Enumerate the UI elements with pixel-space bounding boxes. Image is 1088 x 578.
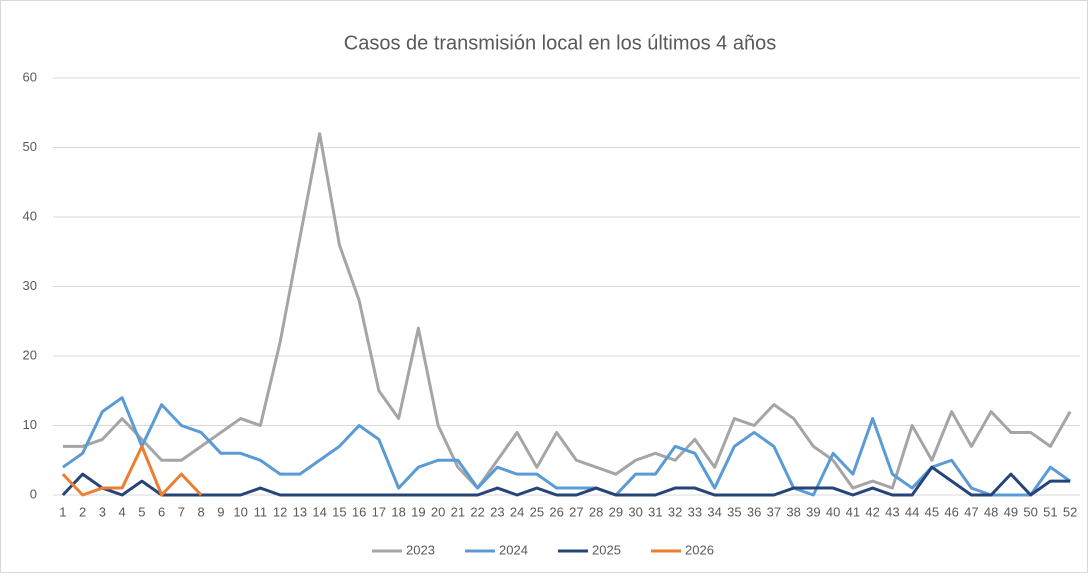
x-tick-label: 36 [747,504,761,519]
x-tick-label: 47 [964,504,978,519]
x-tick-label: 31 [648,504,662,519]
x-tick-label: 10 [233,504,247,519]
series-line [61,444,203,497]
x-tick-label: 5 [138,504,145,519]
x-tick-label: 26 [549,504,563,519]
x-tick-label: 32 [668,504,682,519]
x-tick-label: 20 [431,504,445,519]
y-tick-label: 60 [23,69,37,84]
x-tick-label: 8 [198,504,205,519]
y-tick-label: 20 [23,347,37,362]
x-tick-label: 50 [1023,504,1037,519]
x-tick-label: 23 [490,504,504,519]
x-tick-label: 2 [79,504,86,519]
x-tick-label: 52 [1063,504,1077,519]
x-tick-label: 39 [806,504,820,519]
x-tick-label: 17 [372,504,386,519]
x-tick-label: 4 [119,504,126,519]
x-tick-label: 35 [727,504,741,519]
x-tick-label: 46 [944,504,958,519]
x-tick-label: 42 [865,504,879,519]
x-tick-label: 29 [609,504,623,519]
chart-title: Casos de transmisión local en los último… [344,32,776,54]
x-tick-label: 43 [885,504,899,519]
x-tick-label: 41 [846,504,860,519]
y-tick-label: 40 [23,208,37,223]
x-tick-label: 11 [254,504,268,519]
x-tick-label: 6 [158,504,165,519]
x-tick-label: 40 [826,504,840,519]
x-tick-label: 24 [510,504,524,519]
x-tick-label: 15 [332,504,346,519]
x-tick-label: 27 [569,504,583,519]
x-tick-label: 38 [786,504,800,519]
x-tick-label: 28 [589,504,603,519]
legend-label: 2024 [499,542,528,557]
legend-label: 2023 [406,542,435,557]
x-tick-label: 18 [391,504,405,519]
legend-label: 2025 [592,542,621,557]
x-tick-label: 37 [767,504,781,519]
x-tick-label: 51 [1043,504,1057,519]
y-tick-label: 0 [30,486,37,501]
x-tick-label: 9 [217,504,224,519]
x-tick-label: 1 [59,504,66,519]
x-tick-label: 21 [451,504,465,519]
x-tick-label: 44 [905,504,919,519]
x-tick-label: 45 [925,504,939,519]
x-tick-label: 22 [470,504,484,519]
x-tick-label: 3 [99,504,106,519]
y-tick-label: 10 [23,417,37,432]
x-tick-label: 34 [707,504,721,519]
x-tick-label: 25 [530,504,544,519]
x-tick-label: 14 [312,504,326,519]
x-tick-label: 12 [273,504,287,519]
x-tick-label: 13 [293,504,307,519]
x-tick-label: 16 [352,504,366,519]
x-tick-label: 48 [984,504,998,519]
x-tick-label: 7 [178,504,185,519]
x-tick-label: 33 [688,504,702,519]
x-tick-label: 49 [1004,504,1018,519]
x-tick-label: 19 [411,504,425,519]
y-tick-label: 50 [23,139,37,154]
y-tick-label: 30 [23,278,37,293]
series-line [62,396,1071,497]
series-line [61,465,1071,497]
series-line [62,132,1072,490]
legend-label: 2026 [685,542,714,557]
x-tick-label: 30 [628,504,642,519]
